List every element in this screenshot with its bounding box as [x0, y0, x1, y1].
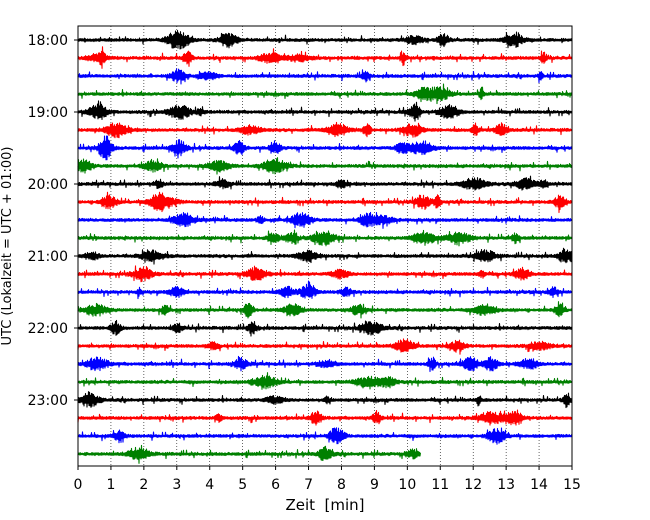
x-tick-label: 5 [238, 477, 247, 493]
trace-line [77, 280, 573, 300]
trace-line [77, 409, 573, 426]
trace-line [77, 427, 573, 445]
trace-line [77, 68, 573, 85]
y-tick-label: 20:00 [28, 177, 68, 193]
y-tick-label: 21:00 [28, 249, 68, 265]
trace-line [77, 83, 573, 105]
plot-frame [77, 25, 573, 467]
x-axis-label: Zeit [min] [285, 496, 364, 514]
trace-group [77, 30, 573, 464]
trace-line [77, 157, 573, 175]
trace-line [77, 372, 573, 390]
x-tick-label: 3 [172, 477, 181, 493]
x-axis: 0 1 2 3 4 5 6 7 8 9 10 11 12 13 14 15 [74, 466, 581, 493]
y-tick-label: 19:00 [28, 105, 68, 121]
y-tick-label: 18:00 [28, 33, 68, 49]
trace-line [77, 30, 573, 50]
trace-line [77, 444, 422, 464]
x-tick-label: 11 [431, 477, 449, 493]
y-axis-label: UTC (Lokalzeit = UTC + 01:00) [0, 147, 15, 346]
trace-line [77, 121, 573, 139]
x-tick-label: 1 [106, 477, 115, 493]
x-tick-label: 9 [370, 477, 379, 493]
x-tick-label: 14 [530, 477, 548, 493]
trace-line [77, 265, 573, 283]
trace-line [77, 135, 573, 161]
x-tick-label: 0 [74, 477, 83, 493]
x-tick-label: 15 [563, 477, 581, 493]
trace-line [77, 100, 573, 122]
trace-line [77, 301, 573, 319]
y-tick-label: 23:00 [28, 393, 68, 409]
trace-line [77, 355, 573, 373]
trace-line [77, 319, 573, 337]
trace-line [77, 175, 573, 191]
trace-line [77, 211, 573, 229]
x-tick-label: 12 [464, 477, 482, 493]
trace-line [77, 191, 573, 214]
trace-line [77, 229, 573, 247]
y-tick-label: 22:00 [28, 321, 68, 337]
x-tick-label: 6 [271, 477, 280, 493]
x-tick-label: 8 [337, 477, 346, 493]
x-tick-label: 4 [205, 477, 214, 493]
x-tick-label: 13 [497, 477, 515, 493]
y-axis: 18:00 19:00 20:00 21:00 22:00 23:00 [28, 33, 78, 409]
trace-line [77, 46, 573, 69]
x-grid [110, 26, 540, 466]
trace-line [77, 391, 573, 409]
x-tick-label: 10 [398, 477, 416, 493]
trace-line [77, 247, 573, 265]
x-tick-label: 7 [304, 477, 313, 493]
trace-line [77, 338, 573, 355]
x-tick-label: 2 [139, 477, 148, 493]
